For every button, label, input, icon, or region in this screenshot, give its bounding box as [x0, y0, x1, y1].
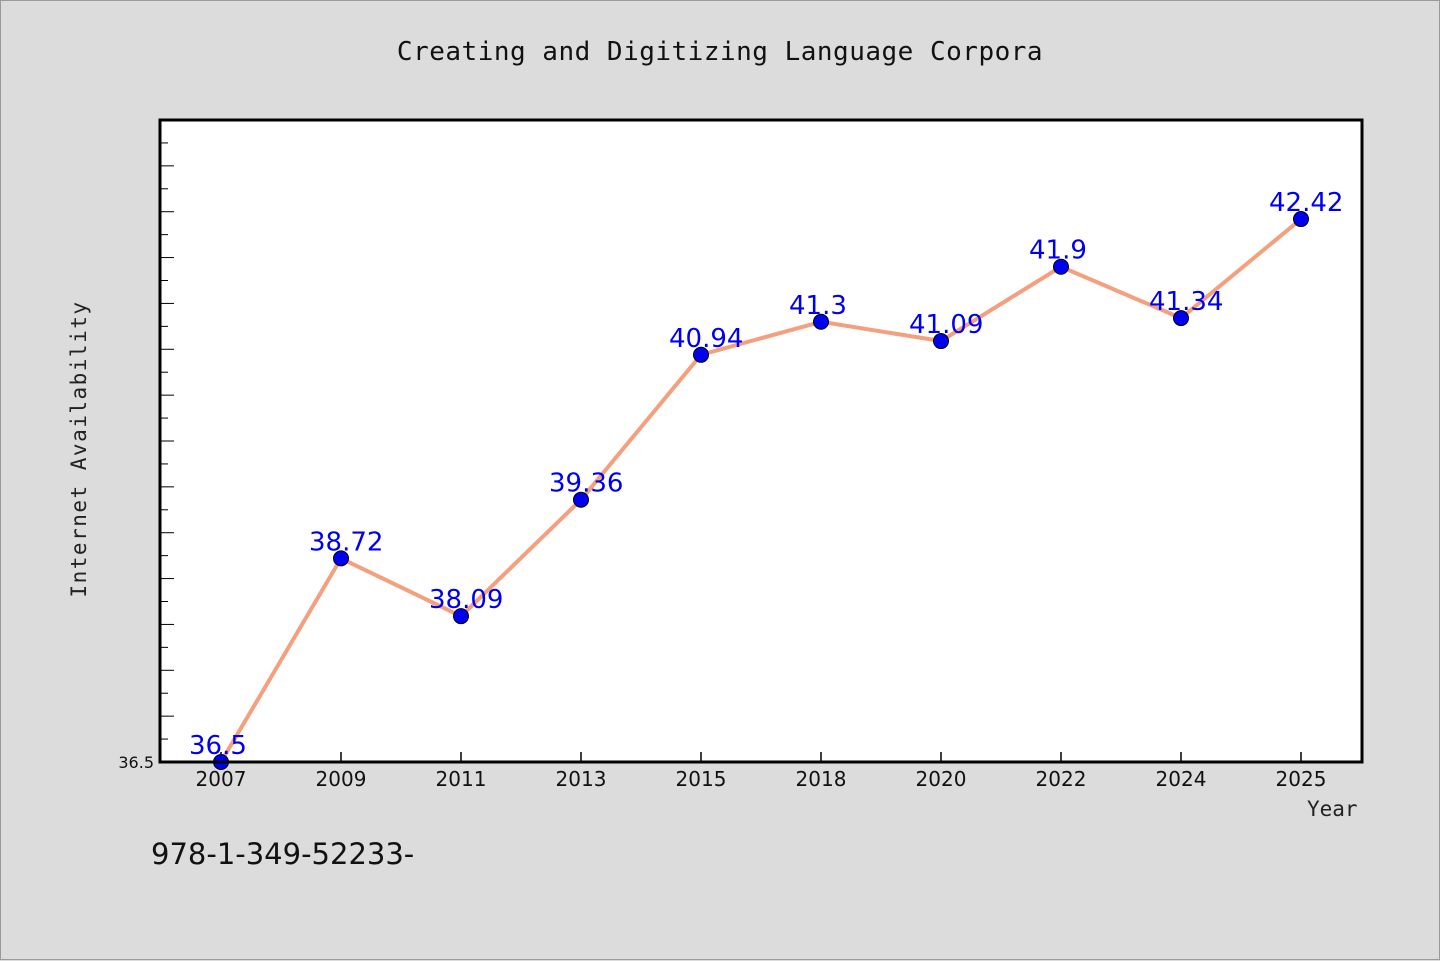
x-axis-label: Year	[1307, 797, 1358, 821]
x-tick-label: 2025	[1276, 767, 1327, 791]
data-label: 36.5	[189, 731, 247, 761]
data-label: 41.09	[909, 310, 983, 340]
data-label: 42.42	[1269, 188, 1343, 218]
x-tick-label: 2011	[436, 767, 487, 791]
data-point	[1293, 211, 1309, 228]
data-label: 41.34	[1149, 287, 1223, 317]
plot-frame	[158, 118, 1364, 764]
y-axis-label: Internet Availability	[67, 300, 91, 598]
data-point	[333, 550, 349, 567]
x-tick-label: 2018	[796, 767, 847, 791]
y-tick-label: 36.5	[118, 753, 154, 772]
x-tick-label: 2015	[676, 767, 727, 791]
data-label: 40.94	[669, 324, 743, 354]
data-label: 41.3	[789, 291, 847, 321]
footer-code: 978-1-349-52233-	[151, 837, 415, 871]
data-point	[693, 346, 709, 363]
data-label: 41.9	[1029, 236, 1087, 266]
data-point	[1053, 258, 1069, 275]
x-tick-label: 2020	[916, 767, 967, 791]
x-axis-ticks: 2007 2009 2011 2013 2015 2018 2020 2022 2024 2025	[196, 752, 1327, 791]
series-layer	[213, 211, 1309, 770]
x-tick-label: 2007	[196, 767, 247, 791]
data-point	[933, 333, 949, 350]
x-tick-label: 2009	[316, 767, 367, 791]
y-axis-ticks: 36.5	[118, 119, 174, 772]
data-label: 39.36	[549, 469, 623, 499]
plot-background	[160, 120, 1362, 762]
data-label: 38.09	[429, 585, 503, 615]
chart-title: Creating and Digitizing Language Corpora	[396, 37, 1044, 67]
data-labels-layer: 36.5 38.72 38.09 39.36 40.94 41.3 41.09 41.9 41.…	[189, 188, 1343, 761]
series-line	[219, 217, 1303, 764]
x-tick-label: 2024	[1156, 767, 1207, 791]
data-point	[1173, 310, 1189, 327]
data-point	[573, 491, 589, 508]
data-point	[453, 608, 469, 625]
x-tick-label: 2022	[1036, 767, 1087, 791]
x-tick-label: 2013	[556, 767, 607, 791]
data-point	[813, 313, 829, 330]
data-label: 38.72	[309, 527, 383, 557]
